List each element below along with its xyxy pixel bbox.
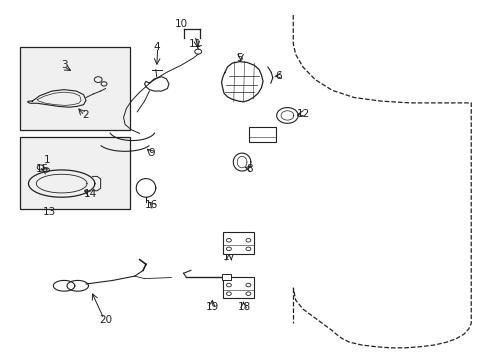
- Text: 14: 14: [84, 189, 97, 199]
- Text: 16: 16: [145, 200, 158, 210]
- Text: 8: 8: [245, 164, 252, 174]
- Text: 2: 2: [82, 111, 89, 121]
- Text: 15: 15: [36, 164, 49, 174]
- Bar: [20, 47, 130, 130]
- Bar: [249, 127, 276, 142]
- Text: 1: 1: [43, 155, 50, 165]
- Text: 4: 4: [153, 42, 160, 52]
- Text: 20: 20: [99, 315, 112, 325]
- Text: 10: 10: [174, 19, 187, 29]
- Text: 3: 3: [61, 60, 67, 70]
- Bar: [221, 274, 231, 280]
- Bar: [20, 137, 130, 209]
- Bar: [222, 277, 254, 298]
- Text: 18: 18: [237, 302, 251, 312]
- Text: 17: 17: [223, 252, 236, 262]
- Text: 5: 5: [236, 53, 243, 63]
- Text: 12: 12: [296, 109, 309, 119]
- Text: 19: 19: [206, 302, 219, 312]
- Text: 7: 7: [270, 132, 277, 142]
- Text: 13: 13: [43, 207, 56, 217]
- Bar: [222, 232, 254, 253]
- Text: 6: 6: [275, 71, 282, 81]
- Text: 9: 9: [148, 148, 155, 158]
- Text: 11: 11: [189, 39, 202, 49]
